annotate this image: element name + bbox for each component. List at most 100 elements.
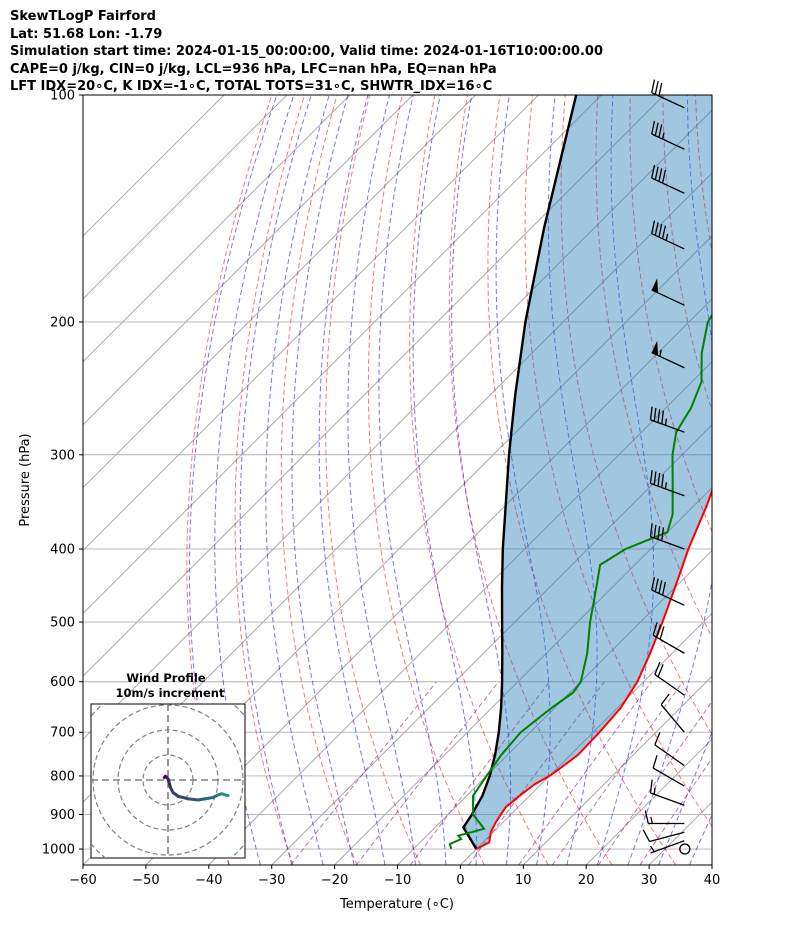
wind-barbs xyxy=(642,79,691,855)
x-tick-label: −50 xyxy=(132,873,159,888)
mixing-ratio-lines xyxy=(290,681,712,865)
x-tick-label: 40 xyxy=(704,873,721,888)
moist-adiabats xyxy=(188,95,794,865)
mixing-ratio-line xyxy=(355,681,499,865)
mixing-ratio-line xyxy=(468,681,605,865)
isotherm-line xyxy=(271,424,712,865)
location-line: Lat: 51.68 Lon: -1.79 xyxy=(10,26,163,42)
mixing-ratio-line xyxy=(551,681,684,865)
moist-adiabat xyxy=(291,95,355,865)
hodograph-trace xyxy=(176,794,190,801)
moist-adiabat xyxy=(188,95,278,865)
moist-adiabat xyxy=(720,95,794,865)
isotherm-line xyxy=(83,95,602,615)
dry-adiabats xyxy=(186,95,794,865)
dry-adiabat xyxy=(367,95,485,865)
dewpoint-line xyxy=(448,313,712,850)
x-tick-label: −30 xyxy=(258,873,285,888)
wind-barb xyxy=(654,661,685,696)
mixing-ratio-line xyxy=(639,757,712,865)
isotherm-line xyxy=(83,95,665,677)
isotherm-line xyxy=(83,95,351,363)
y-tick-label: 500 xyxy=(50,616,75,631)
x-tick-label: 20 xyxy=(578,873,595,888)
isotherm-line xyxy=(83,95,414,426)
wind-barb xyxy=(651,164,685,194)
isotherm-line xyxy=(208,361,712,865)
mixing-ratio-line xyxy=(290,681,437,865)
x-tick-label: −20 xyxy=(321,873,348,888)
dry-adiabat xyxy=(662,95,712,413)
chart-title-block: SkewTLogP Fairford Lat: 51.68 Lon: -1.79… xyxy=(10,8,603,96)
x-tick-label: 10 xyxy=(515,873,532,888)
isotherm-line xyxy=(522,675,712,865)
moist-adiabat xyxy=(265,95,330,865)
stability-indices-line: LFT IDX=20∘C, K IDX=-1∘C, TOTAL TOTS=31∘… xyxy=(10,79,493,94)
y-tick-label: 600 xyxy=(50,675,75,690)
wind-barb xyxy=(644,810,685,825)
x-tick-label: 0 xyxy=(456,873,464,888)
y-axis-ticks: 1000 900 800 700 600 500 400 300 200 100 xyxy=(42,89,83,858)
moist-adiabat xyxy=(347,95,416,865)
hodograph-trace xyxy=(224,793,230,797)
isotherm-line xyxy=(83,95,539,552)
y-tick-label: 100 xyxy=(50,89,75,104)
dry-adiabat xyxy=(186,95,273,865)
chart-title: SkewTLogP Fairford xyxy=(10,9,156,24)
dry-adiabat xyxy=(595,95,712,639)
wind-barb xyxy=(650,840,685,854)
wind-barb xyxy=(649,523,685,550)
x-tick-label: −60 xyxy=(69,873,96,888)
x-axis-ticks: −60 −50 −40 −30 −20 −10 0 10 20 30 40 xyxy=(69,865,720,888)
moist-adiabat xyxy=(378,95,447,865)
isotherm-line xyxy=(460,612,712,865)
moist-adiabat xyxy=(658,730,712,865)
wind-barb xyxy=(651,220,685,250)
dry-adiabat xyxy=(761,95,794,865)
isotherm-line xyxy=(83,109,712,740)
moist-adiabat xyxy=(627,95,712,865)
wind-barb xyxy=(679,843,691,855)
dry-adiabat xyxy=(234,95,305,865)
moist-adiabat xyxy=(596,95,655,865)
isotherm-line xyxy=(397,549,712,865)
mixing-ratio-line xyxy=(409,681,550,865)
wind-barb xyxy=(642,829,685,843)
cin-area xyxy=(463,95,712,849)
mixing-ratio-line xyxy=(597,700,712,865)
y-tick-label: 800 xyxy=(50,769,75,784)
wind-barb xyxy=(652,622,685,654)
moist-adiabat xyxy=(318,95,386,865)
isotherm-line xyxy=(83,95,288,300)
y-tick-label: 300 xyxy=(50,448,75,463)
parcel-profile-line xyxy=(461,95,578,850)
hodograph-title: Wind Profile xyxy=(126,671,206,685)
dry-adiabat xyxy=(524,95,712,828)
hodograph-trace xyxy=(186,797,200,802)
convective-params-line: CAPE=0 j/kg, CIN=0 j/kg, LCL=936 hPa, LF… xyxy=(10,61,497,77)
dry-adiabat xyxy=(409,95,549,865)
moist-adiabat xyxy=(214,95,295,865)
hodograph-subtitle: 10m/s increment xyxy=(116,686,225,700)
y-tick-label: 400 xyxy=(50,542,75,557)
x-tick-label: 30 xyxy=(641,873,658,888)
dry-adiabat xyxy=(448,95,613,865)
wind-barb xyxy=(649,406,685,433)
y-tick-label: 1000 xyxy=(42,843,75,858)
wind-barb xyxy=(649,779,685,806)
wind-barb xyxy=(651,120,685,150)
isotherm-line xyxy=(711,864,712,865)
y-axis-label: Pressure (hPa) xyxy=(18,433,33,526)
wind-barb xyxy=(660,693,685,733)
wind-barb xyxy=(651,340,685,369)
y-tick-label: 200 xyxy=(50,315,75,330)
dry-adiabat xyxy=(487,95,677,865)
profile-lines xyxy=(448,95,712,850)
dry-adiabat xyxy=(560,95,712,736)
wind-barb xyxy=(651,278,685,306)
x-axis-label: Temperature (∘C) xyxy=(339,897,454,912)
temperature-line xyxy=(475,488,712,850)
y-tick-label: 700 xyxy=(50,726,75,741)
